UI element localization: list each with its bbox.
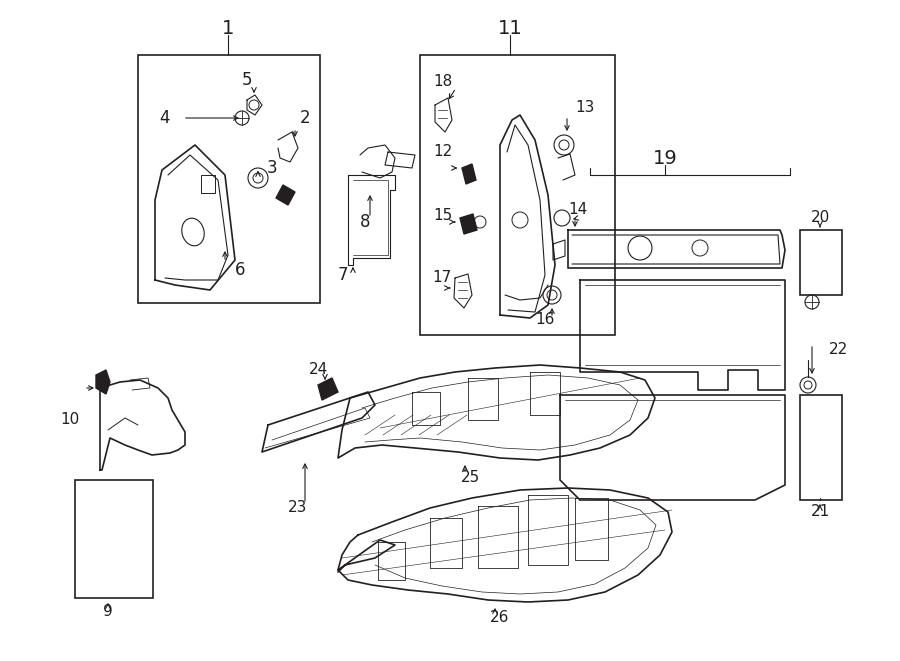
Polygon shape (462, 164, 476, 184)
Bar (420, 55, 615, 335)
Text: 3: 3 (266, 159, 277, 177)
Text: 10: 10 (60, 412, 79, 428)
Text: 11: 11 (498, 19, 522, 38)
Text: 17: 17 (432, 270, 452, 286)
Text: 18: 18 (434, 75, 453, 89)
Text: 14: 14 (569, 202, 588, 217)
Text: 26: 26 (491, 611, 509, 625)
Polygon shape (318, 378, 338, 400)
Text: 25: 25 (461, 471, 480, 485)
Bar (800, 395, 842, 500)
Text: 9: 9 (104, 605, 112, 619)
Bar (201, 175, 215, 193)
Text: 16: 16 (536, 313, 554, 327)
Text: 12: 12 (434, 145, 453, 159)
Bar (75, 480, 153, 598)
Bar (138, 55, 320, 303)
Text: 20: 20 (810, 210, 830, 225)
Polygon shape (96, 370, 110, 394)
Text: 1: 1 (221, 19, 234, 38)
Text: 6: 6 (235, 261, 245, 279)
Text: 23: 23 (288, 500, 308, 516)
Text: 24: 24 (309, 362, 328, 377)
Text: 5: 5 (242, 71, 252, 89)
Text: 4: 4 (160, 109, 170, 127)
Polygon shape (460, 214, 477, 234)
Polygon shape (276, 185, 295, 205)
Text: 22: 22 (828, 342, 848, 358)
Text: 7: 7 (338, 266, 348, 284)
Text: 19: 19 (652, 149, 678, 167)
Text: 13: 13 (575, 100, 595, 116)
Text: 21: 21 (810, 504, 830, 520)
Bar (800, 230, 842, 295)
Text: 8: 8 (360, 213, 370, 231)
Text: 15: 15 (434, 208, 453, 223)
Ellipse shape (182, 218, 204, 246)
Text: 2: 2 (300, 109, 310, 127)
